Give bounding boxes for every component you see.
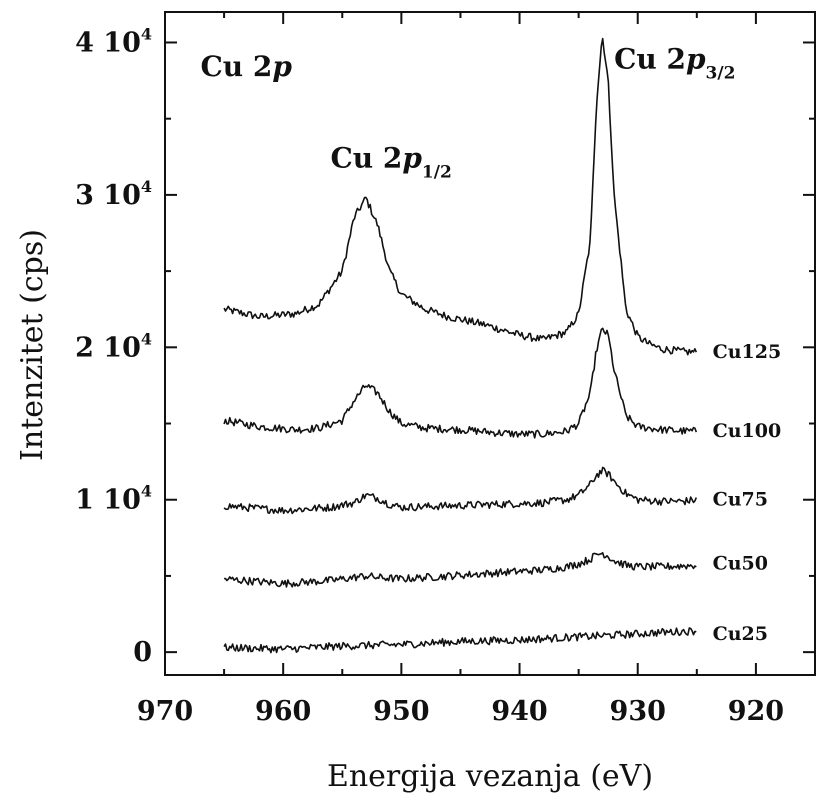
series-label-cu125: Cu125: [713, 341, 782, 363]
x-tick-label: 940: [491, 696, 547, 727]
annotation-label: Cu 2p3/2: [614, 42, 735, 83]
y-tick-label: 4 104: [75, 24, 152, 58]
y-axis-title: Intenzitet (cps): [15, 229, 50, 461]
x-tick-labels: 970 960 950 940 930 920: [137, 696, 784, 727]
x-tick-label: 950: [373, 696, 429, 727]
x-tick-label: 970: [137, 696, 193, 727]
x-tick-label: 920: [728, 696, 784, 727]
series-label-cu25: Cu25: [713, 623, 768, 645]
series-label-cu50: Cu50: [713, 553, 768, 575]
y-tick-label: 3 104: [75, 177, 152, 211]
series-label-cu75: Cu75: [713, 489, 768, 511]
series-line-cu25: [223, 627, 697, 654]
x-tick-label: 960: [255, 696, 311, 727]
series-line-cu100: [223, 327, 698, 439]
y-tick-label: 1 104: [75, 482, 152, 516]
axis-ticks: [164, 12, 815, 675]
series-labels: Cu125 Cu100 Cu75 Cu50 Cu25: [713, 341, 782, 645]
series-line-cu125: [223, 37, 698, 356]
y-tick-label: 0: [133, 637, 152, 668]
series-line-cu50: [224, 551, 697, 588]
plot-frame: [164, 11, 816, 676]
x-axis-title: Energija vezanja (eV): [327, 759, 653, 794]
y-tick-label: 2 104: [75, 329, 152, 363]
series-group: [223, 37, 698, 654]
annotation-label: Cu 2p: [200, 50, 292, 83]
y-tick-labels: 0 1 104 2 104 3 104 4 104: [75, 24, 152, 668]
x-tick-label: 930: [610, 696, 666, 727]
series-label-cu100: Cu100: [713, 420, 782, 442]
annotations: Cu 2p Cu 2p1/2 Cu 2p3/2: [200, 42, 735, 182]
annotation-label: Cu 2p1/2: [330, 141, 451, 182]
series-line-cu75: [223, 466, 698, 515]
